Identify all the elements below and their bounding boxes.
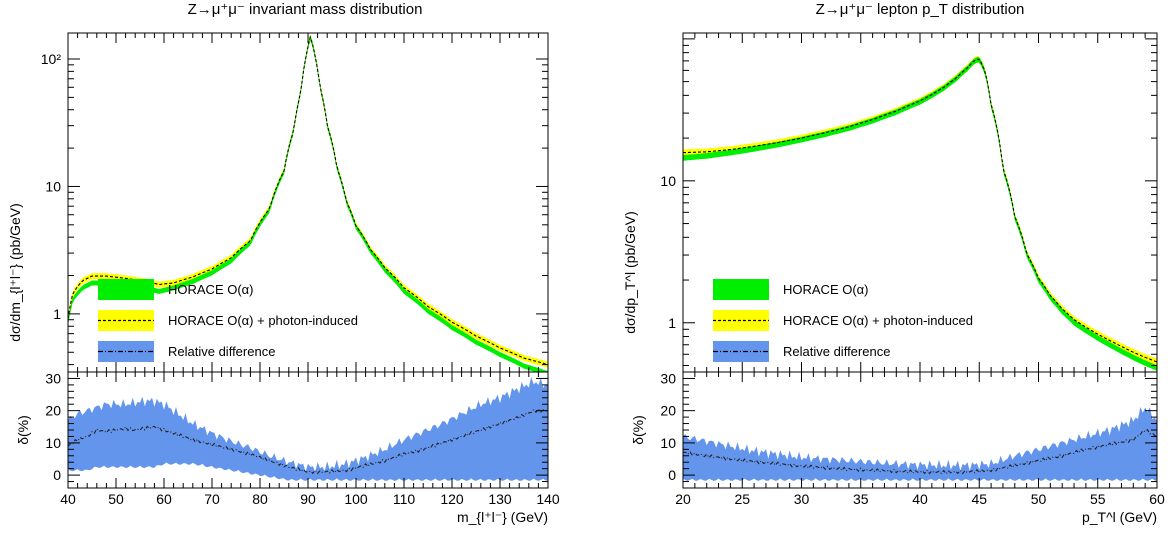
x-tick-label: 55 bbox=[1090, 491, 1106, 507]
x-tick-label: 100 bbox=[344, 491, 368, 507]
x-ticks: 20 25 30 35 40 45 50 55 60 bbox=[675, 33, 1165, 507]
photon-induced-line bbox=[68, 35, 548, 366]
y-tick-label: 10² bbox=[41, 51, 62, 67]
relative-difference-band bbox=[683, 406, 1157, 481]
x-axis-title: p_T^l (GeV) bbox=[1082, 509, 1157, 525]
legend-label: HORACE O(α) bbox=[783, 282, 869, 297]
ratio-y-tick-label: 10 bbox=[45, 435, 61, 451]
x-tick-label: 60 bbox=[156, 491, 172, 507]
x-tick-label: 20 bbox=[675, 491, 691, 507]
y-ticks: 1 10 10² bbox=[41, 51, 548, 366]
ratio-y-tick-label: 30 bbox=[45, 370, 61, 386]
relative-difference-band bbox=[68, 377, 548, 481]
ratio-y-tick-label: 30 bbox=[660, 370, 676, 386]
x-tick-label: 90 bbox=[300, 491, 316, 507]
ratio-y-tick-label: 20 bbox=[660, 403, 676, 419]
legend-label: Relative difference bbox=[783, 344, 890, 359]
y-axis-title: dσ/dm_{l⁺l⁻} (pb/GeV) bbox=[7, 203, 23, 342]
y-tick-label: 10 bbox=[45, 178, 61, 194]
chart-title: Z→μ⁺μ⁻ lepton p_T distribution bbox=[816, 1, 1025, 18]
x-ticks: 40 50 60 70 80 90 100 110 120 130 140 bbox=[60, 33, 560, 507]
legend-label: HORACE O(α) + photon-induced bbox=[168, 313, 358, 328]
mass-distribution-panel: 40 50 60 70 80 90 100 110 120 130 14011010²0102030… bbox=[7, 1, 560, 525]
x-tick-label: 25 bbox=[734, 491, 750, 507]
x-tick-label: 140 bbox=[536, 491, 560, 507]
legend-swatch bbox=[713, 279, 769, 300]
x-tick-label: 50 bbox=[1031, 491, 1047, 507]
x-tick-label: 130 bbox=[488, 491, 512, 507]
legend: HORACE O(α) HORACE O(α) + photon-induced R… bbox=[98, 279, 358, 362]
ratio-y-axis-title: δ(%) bbox=[630, 415, 646, 445]
legend: HORACE O(α) HORACE O(α) + photon-induced R… bbox=[713, 279, 973, 362]
ratio-plot-area bbox=[683, 406, 1157, 481]
x-axis-title: m_{l⁺l⁻} (GeV) bbox=[457, 509, 548, 525]
x-tick-label: 110 bbox=[393, 491, 416, 507]
chart-title: Z→μ⁺μ⁻ invariant mass distribution bbox=[188, 1, 423, 18]
main-plot-area bbox=[68, 34, 548, 372]
legend-label: Relative difference bbox=[168, 344, 275, 359]
x-tick-label: 45 bbox=[971, 491, 987, 507]
ratio-y-ticks: 0 10 20 30 bbox=[45, 370, 548, 489]
ratio-plot-area bbox=[68, 377, 548, 481]
x-tick-label: 35 bbox=[853, 491, 869, 507]
ratio-y-tick-label: 0 bbox=[668, 467, 676, 483]
pt-distribution-panel: 20 25 30 35 40 45 50 55 60 1 10 0 10 20 30 Z→μ⁺μ⁻ lepto… bbox=[622, 1, 1165, 525]
x-tick-label: 50 bbox=[108, 491, 124, 507]
x-tick-label: 120 bbox=[440, 491, 464, 507]
x-tick-label: 40 bbox=[912, 491, 928, 507]
ratio-y-axis-title: δ(%) bbox=[15, 415, 31, 445]
ratio-y-ticks: 0 10 20 30 bbox=[660, 370, 1157, 489]
x-tick-label: 30 bbox=[794, 491, 810, 507]
legend-swatch bbox=[98, 279, 154, 300]
y-tick-label: 1 bbox=[668, 315, 676, 331]
legend-label: HORACE O(α) bbox=[168, 282, 254, 297]
x-tick-label: 60 bbox=[1149, 491, 1165, 507]
relative-difference-line bbox=[68, 408, 548, 475]
x-tick-label: 70 bbox=[204, 491, 220, 507]
y-tick-label: 1 bbox=[53, 306, 61, 322]
x-tick-label: 80 bbox=[252, 491, 268, 507]
y-ticks: 1 10 bbox=[660, 38, 1157, 367]
y-axis-title: dσ/dp_T^l (pb/GeV) bbox=[622, 211, 638, 334]
legend-label: HORACE O(α) + photon-induced bbox=[783, 313, 973, 328]
x-tick-label: 40 bbox=[60, 491, 76, 507]
ratio-y-tick-label: 10 bbox=[660, 435, 676, 451]
y-tick-label: 10 bbox=[660, 173, 676, 189]
ratio-y-tick-label: 20 bbox=[45, 403, 61, 419]
ratio-y-tick-label: 0 bbox=[53, 467, 61, 483]
